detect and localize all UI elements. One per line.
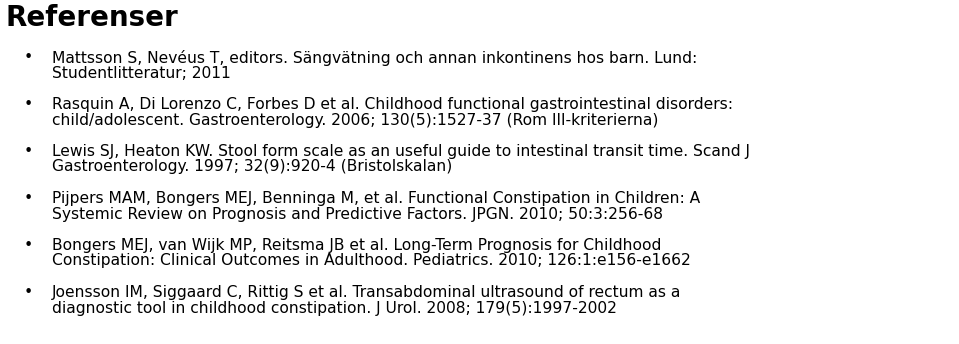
Text: Joensson IM, Siggaard C, Rittig S et al. Transabdominal ultrasound of rectum as : Joensson IM, Siggaard C, Rittig S et al.…	[52, 285, 682, 300]
Text: diagnostic tool in childhood constipation. J Urol. 2008; 179(5):1997-2002: diagnostic tool in childhood constipatio…	[52, 301, 617, 315]
Text: Rasquin A, Di Lorenzo C, Forbes D et al. Childhood functional gastrointestinal d: Rasquin A, Di Lorenzo C, Forbes D et al.…	[52, 97, 733, 112]
Text: •: •	[23, 144, 33, 159]
Text: •: •	[23, 50, 33, 65]
Text: Studentlitteratur; 2011: Studentlitteratur; 2011	[52, 65, 231, 80]
Text: •: •	[23, 97, 33, 112]
Text: •: •	[23, 191, 33, 206]
Text: •: •	[23, 285, 33, 300]
Text: Constipation: Clinical Outcomes in Adulthood. Pediatrics. 2010; 126:1:e156-e1662: Constipation: Clinical Outcomes in Adult…	[52, 254, 690, 269]
Text: Lewis SJ, Heaton KW. Stool form scale as an useful guide to intestinal transit t: Lewis SJ, Heaton KW. Stool form scale as…	[52, 144, 750, 159]
Text: Systemic Review on Prognosis and Predictive Factors. JPGN. 2010; 50:3:256-68: Systemic Review on Prognosis and Predict…	[52, 206, 663, 222]
Text: Pijpers MAM, Bongers MEJ, Benninga M, et al. Functional Constipation in Children: Pijpers MAM, Bongers MEJ, Benninga M, et…	[52, 191, 700, 206]
Text: Gastroenterology. 1997; 32(9):920-4 (Bristolskalan): Gastroenterology. 1997; 32(9):920-4 (Bri…	[52, 160, 453, 174]
Text: •: •	[23, 238, 33, 253]
Text: Mattsson S, Nevéus T, editors. Sängvätning och annan inkontinens hos barn. Lund:: Mattsson S, Nevéus T, editors. Sängvätni…	[52, 50, 697, 66]
Text: child/adolescent. Gastroenterology. 2006; 130(5):1527-37 (Rom III-kriterierna): child/adolescent. Gastroenterology. 2006…	[52, 112, 659, 128]
Text: Bongers MEJ, van Wijk MP, Reitsma JB et al. Long-Term Prognosis for Childhood: Bongers MEJ, van Wijk MP, Reitsma JB et …	[52, 238, 662, 253]
Text: Referenser: Referenser	[6, 4, 178, 32]
